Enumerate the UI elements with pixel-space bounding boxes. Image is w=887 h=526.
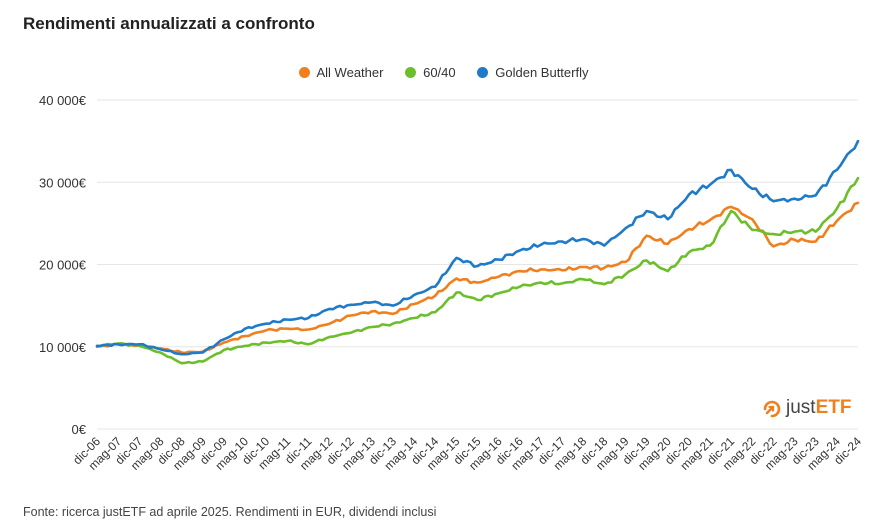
series-line-60-40	[95, 176, 860, 365]
series-line-all-weather	[95, 201, 860, 355]
y-tick-label: 10 000€	[39, 340, 87, 355]
y-tick-label: 40 000€	[39, 93, 87, 108]
legend-item-all-weather[interactable]: All Weather	[298, 65, 384, 80]
legend-item-60-40[interactable]: 60/40	[405, 65, 456, 80]
legend-dot-60-40	[405, 67, 417, 78]
brand-suffix: ETF	[815, 397, 852, 418]
legend-dot-golden-butterfly	[477, 67, 489, 78]
page-title: Rendimenti annualizzati a confronto	[23, 14, 315, 33]
justetf-logo-icon	[763, 400, 781, 418]
brand-logo: just ETF	[762, 397, 851, 419]
legend-label-60-40: 60/40	[423, 65, 456, 80]
source-note: Fonte: ricerca justETF ad aprile 2025. R…	[23, 505, 437, 519]
y-tick-label: 30 000€	[39, 175, 87, 190]
y-tick-label: 0€	[72, 422, 87, 437]
chart-legend: All Weather 60/40 Golden Butterfly	[0, 65, 887, 81]
series-line-golden-butterfly	[95, 139, 860, 356]
y-tick-label: 20 000€	[39, 258, 87, 273]
legend-item-golden-butterfly[interactable]: Golden Butterfly	[477, 65, 588, 80]
legend-label-all-weather: All Weather	[316, 65, 384, 80]
brand-prefix: just	[786, 397, 816, 418]
legend-dot-all-weather	[298, 67, 310, 78]
legend-label-golden-butterfly: Golden Butterfly	[495, 65, 589, 80]
